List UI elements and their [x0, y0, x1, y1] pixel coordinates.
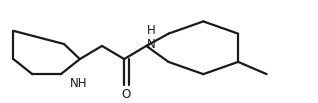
Text: H: H — [147, 24, 156, 37]
Text: O: O — [122, 88, 131, 101]
Text: NH: NH — [70, 77, 87, 90]
Text: N: N — [147, 38, 156, 51]
